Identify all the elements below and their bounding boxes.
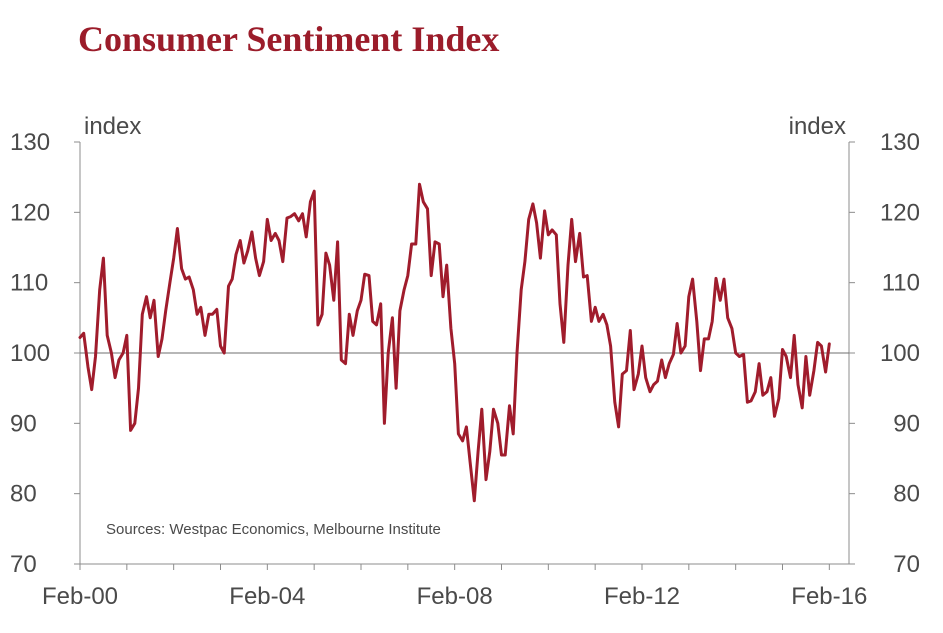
y-axis-unit-left: index — [84, 113, 141, 140]
y-tick-label-right: 130 — [880, 129, 920, 156]
y-tick-label-right: 110 — [882, 270, 920, 297]
y-tick-label-left: 90 — [10, 410, 37, 437]
y-tick-label-right: 90 — [893, 410, 920, 437]
y-axis-unit-right: index — [789, 113, 846, 140]
chart-title: Consumer Sentiment Index — [78, 19, 500, 59]
y-tick-label-left: 80 — [10, 481, 37, 508]
x-tick-label: Feb-00 — [42, 583, 118, 610]
y-tick-label-left: 70 — [10, 551, 37, 578]
x-tick-label: Feb-12 — [604, 583, 680, 610]
x-tick-label: Feb-08 — [417, 583, 493, 610]
y-tick-label-right: 120 — [880, 199, 920, 226]
y-tick-label-left: 120 — [10, 199, 50, 226]
source-note: Sources: Westpac Economics, Melbourne In… — [106, 521, 441, 538]
y-tick-label-right: 70 — [893, 551, 920, 578]
y-tick-label-left: 100 — [10, 340, 50, 367]
x-tick-label: Feb-04 — [229, 583, 305, 610]
series-line-consumer-sentiment — [78, 182, 831, 503]
y-tick-label-right: 100 — [880, 340, 920, 367]
y-tick-label-left: 130 — [10, 129, 50, 156]
y-tick-label-right: 80 — [893, 481, 920, 508]
x-tick-label: Feb-16 — [791, 583, 867, 610]
y-tick-label-left: 110 — [10, 270, 48, 297]
